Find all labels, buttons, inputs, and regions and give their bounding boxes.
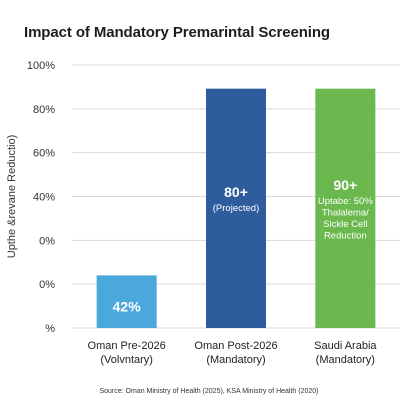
bar-value-label: 80+ (224, 184, 248, 200)
x-tick-label: (Volvntary) (100, 354, 153, 366)
chart-title: Impact of Mandatory Premarintal Screenin… (24, 24, 330, 41)
bar-value-label: Thalalema/ (322, 208, 369, 219)
y-tick-label: 80% (33, 104, 55, 116)
y-tick-label: 0% (39, 279, 55, 291)
bar-value-label: (Projected) (213, 203, 259, 214)
bar-value-label: Sickle Cell (323, 219, 367, 230)
y-tick-label: 60% (33, 148, 55, 160)
bar (206, 88, 266, 328)
y-tick-label: 0% (39, 235, 55, 247)
bar-value-label: 90+ (333, 177, 357, 193)
bar-value-label: 42% (113, 299, 142, 315)
bar-value-label: Uptabe: 50% (318, 196, 373, 207)
bar (96, 275, 157, 328)
y-tick-label: % (45, 323, 55, 335)
bar (315, 88, 376, 328)
bar-value-label: Reduction (324, 231, 367, 242)
x-tick-label: (Mandatory) (316, 354, 375, 366)
y-axis-label: Upthe &revane Reductio) (6, 135, 18, 259)
source-note: Source: Oman Ministry of Health (2025), … (99, 388, 319, 395)
x-tick-label: Oman Post-2026 (194, 340, 277, 352)
x-tick-label: (Mandatory) (206, 354, 265, 366)
x-tick-label: Oman Pre-2026 (88, 340, 166, 352)
x-tick-label: Saudi Arabia (314, 340, 377, 352)
y-tick-label: 40% (33, 192, 55, 204)
y-tick-label: 100% (27, 60, 55, 72)
